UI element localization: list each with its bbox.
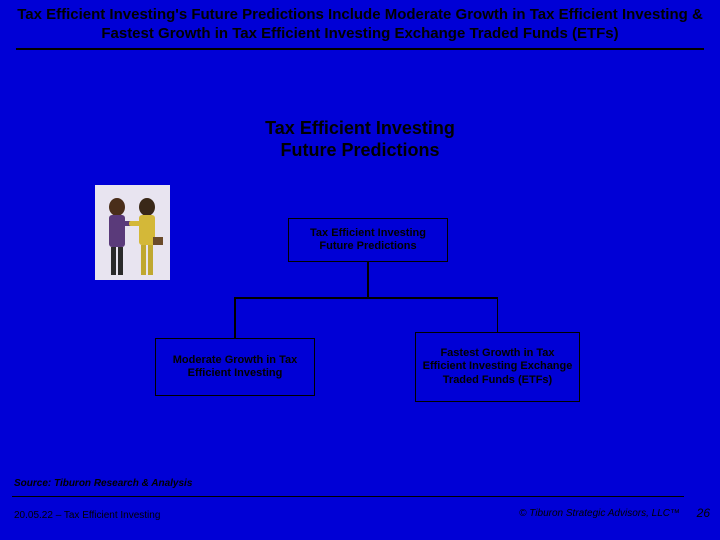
footer-left: 20.05.22 – Tax Efficient Investing [14,510,160,521]
node-left-child: Moderate Growth in Tax Efficient Investi… [155,338,315,396]
slide-subtitle: Tax Efficient Investing Future Predictio… [0,118,720,161]
subtitle-line1: Tax Efficient Investing [265,118,455,138]
node-root: Tax Efficient InvestingFuture Prediction… [288,218,448,262]
slide-title: Tax Efficient Investing's Future Predict… [16,6,704,50]
people-illustration [95,185,170,280]
footer-copyright: © Tiburon Strategic Advisors, LLC™ [519,508,680,519]
node-right-child: Fastest Growth in Tax Efficient Investin… [415,332,580,402]
footer-source: Source: Tiburon Research & Analysis [14,478,192,489]
page-number: 26 [697,506,710,520]
subtitle-line2: Future Predictions [280,140,439,160]
footer-separator [12,496,684,497]
